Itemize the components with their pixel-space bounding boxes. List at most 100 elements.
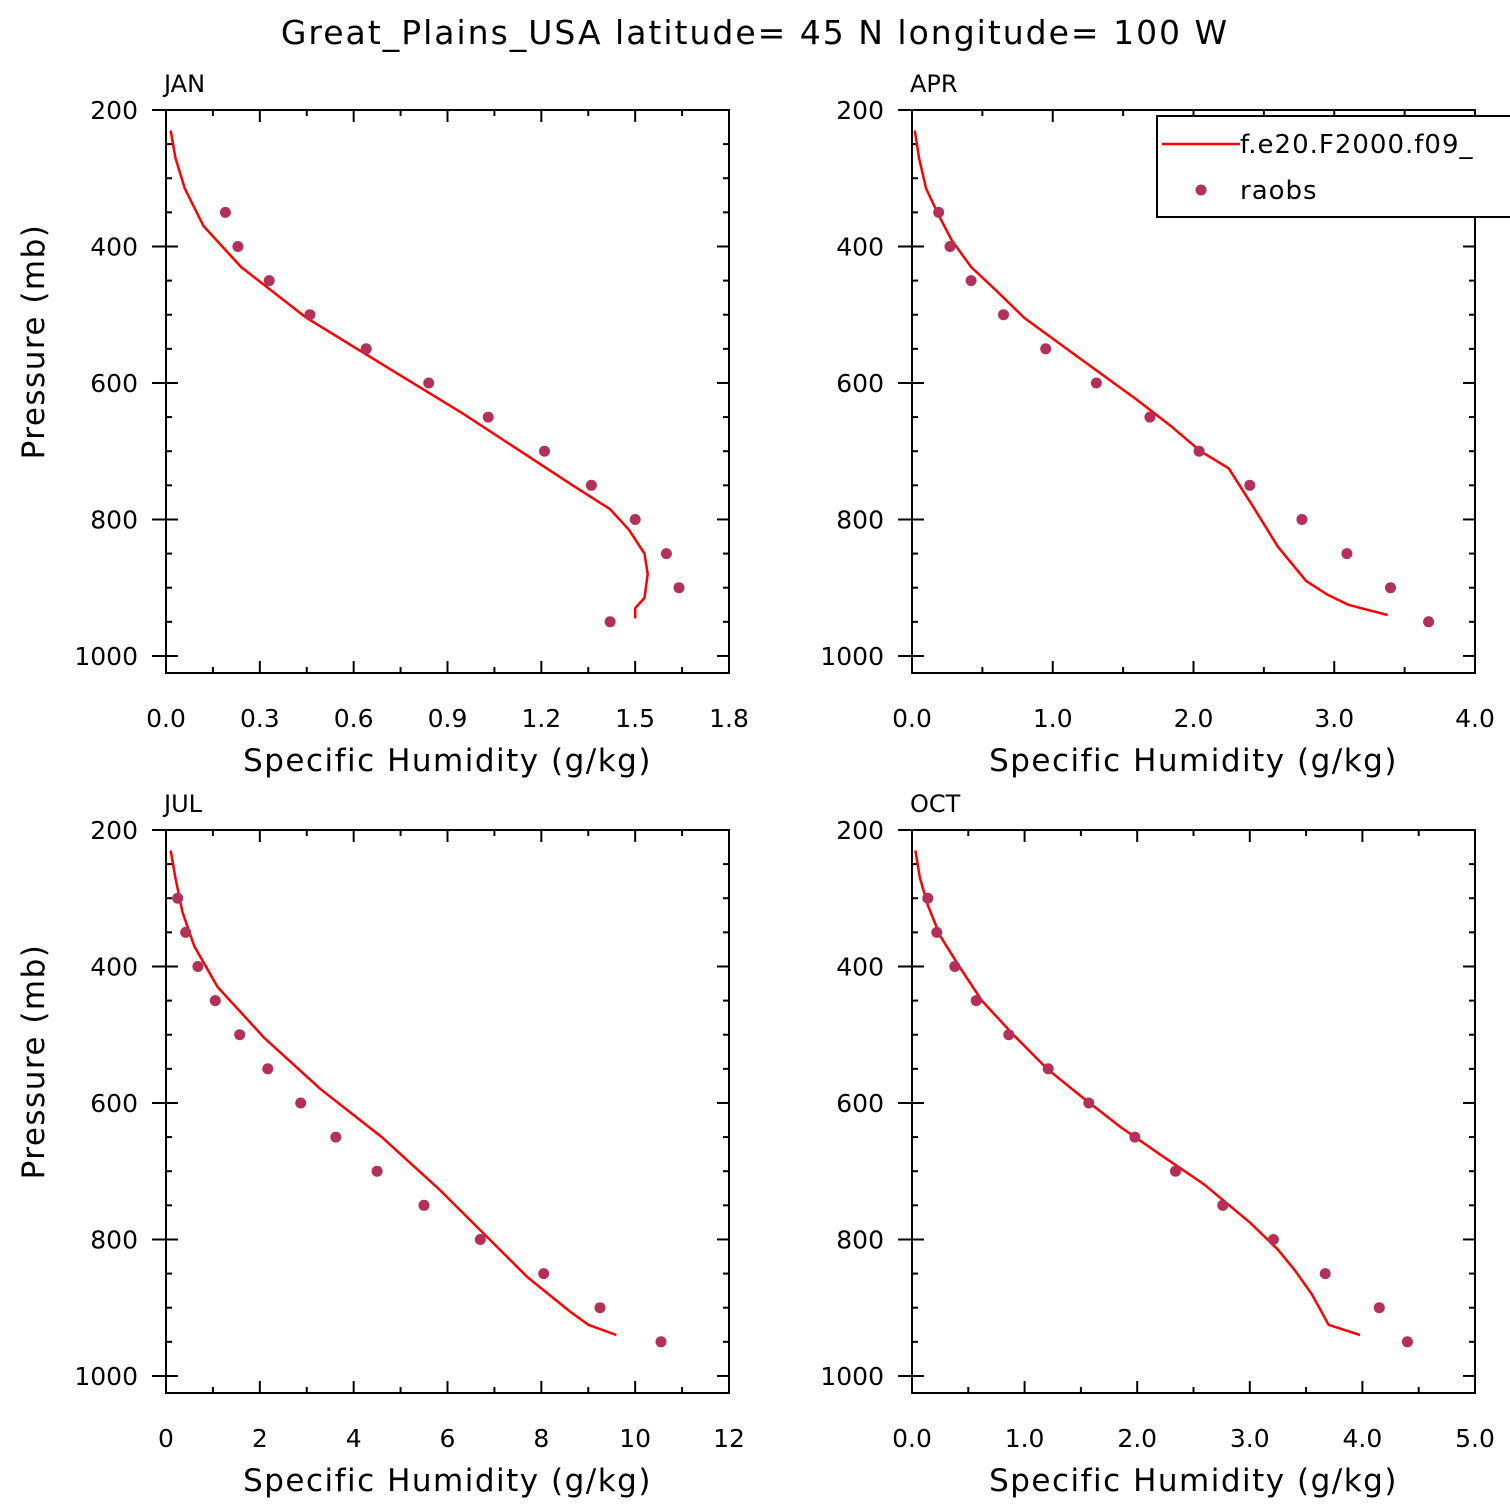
y-tick-label: 800 — [90, 505, 138, 534]
y-tick-label: 600 — [836, 369, 884, 398]
data-point — [1296, 514, 1308, 525]
data-point — [180, 926, 192, 938]
panel-label: JUL — [162, 790, 203, 818]
y-tick-label: 200 — [836, 96, 884, 125]
x-tick-label: 1.0 — [1033, 704, 1073, 733]
data-point — [192, 961, 204, 972]
x-tick-label: 4.0 — [1343, 1424, 1383, 1453]
data-point — [423, 377, 435, 389]
x-tick-label: 2.0 — [1174, 704, 1214, 733]
series-line-model — [169, 850, 617, 1337]
data-point — [295, 1097, 307, 1109]
data-point — [655, 1336, 667, 1348]
legend-dot-swatch — [1195, 184, 1207, 196]
data-point — [1267, 1234, 1279, 1245]
x-tick-label: 0.0 — [892, 1424, 932, 1453]
x-tick-label: 4 — [346, 1424, 362, 1453]
x-axis-label: Specific Humidity (g/kg) — [243, 1463, 652, 1499]
panel-apr: APR 0.0 1.0 2.0 3.0 4.0 200 400 600 800 1000 Specif… — [820, 70, 1510, 779]
data-point — [1423, 616, 1435, 628]
data-point — [232, 241, 244, 252]
x-tick-label: 1.8 — [709, 704, 749, 733]
data-point — [482, 411, 494, 423]
data-point — [474, 1234, 486, 1245]
x-axis-label: Specific Humidity (g/kg) — [989, 743, 1398, 779]
x-tick-label: 8 — [533, 1424, 549, 1453]
data-point — [998, 309, 1009, 321]
y-tick-label: 600 — [90, 1089, 138, 1118]
series-points-raobs — [933, 206, 1435, 628]
data-point — [933, 206, 945, 218]
data-point — [234, 1029, 246, 1041]
y-axis-label: Pressure (mb) — [16, 944, 52, 1180]
data-point — [209, 995, 221, 1007]
panel-label: APR — [910, 70, 958, 98]
x-axis-label: Specific Humidity (g/kg) — [989, 1463, 1398, 1499]
y-tick-label: 200 — [90, 96, 138, 125]
y-tick-label: 800 — [90, 1225, 138, 1254]
data-point — [263, 275, 275, 287]
axis-ticks: 0 2 4 6 8 10 12 200 400 600 800 1000 — [74, 816, 745, 1453]
plot-frame — [165, 829, 730, 1394]
x-tick-label: 1.5 — [615, 704, 655, 733]
data-point — [539, 445, 550, 457]
data-point — [944, 241, 956, 252]
x-tick-label: 0.0 — [892, 704, 932, 733]
data-point — [304, 309, 316, 321]
y-tick-label: 800 — [836, 505, 884, 534]
x-tick-label: 5.0 — [1455, 1424, 1495, 1453]
panel-jan: JAN 0.0 0.3 0.6 0.9 1.2 1.5 1.8 200 400 600 800 1000… — [16, 70, 749, 779]
y-tick-label: 400 — [90, 232, 138, 261]
legend-label-obs: raobs — [1240, 176, 1318, 206]
data-point — [262, 1063, 274, 1075]
series-points-raobs — [219, 206, 685, 628]
figure-title: Great_Plains_USA latitude= 45 N longitud… — [281, 13, 1229, 52]
y-tick-label: 400 — [836, 952, 884, 981]
y-tick-label: 400 — [836, 232, 884, 261]
x-tick-label: 0.9 — [428, 704, 468, 733]
data-point — [629, 514, 641, 525]
x-tick-label: 3.0 — [1314, 704, 1354, 733]
legend: f.e20.F2000.f09_raobs — [1156, 115, 1510, 218]
x-tick-label: 10 — [619, 1424, 651, 1453]
data-point — [1083, 1097, 1095, 1109]
data-point — [585, 479, 597, 491]
data-point — [219, 206, 231, 218]
data-point — [1170, 1165, 1181, 1177]
y-tick-label: 600 — [90, 369, 138, 398]
x-tick-label: 2.0 — [1117, 1424, 1157, 1453]
data-point — [371, 1165, 383, 1177]
data-point — [1193, 445, 1205, 457]
data-point — [172, 892, 184, 904]
data-point — [1144, 411, 1156, 423]
data-point — [1319, 1268, 1331, 1280]
x-tick-label: 12 — [713, 1424, 745, 1453]
x-tick-label: 1.0 — [1005, 1424, 1045, 1453]
data-point — [1373, 1302, 1385, 1314]
y-tick-label: 1000 — [74, 1362, 138, 1391]
data-point — [1401, 1336, 1413, 1348]
x-tick-label: 0.6 — [334, 704, 374, 733]
data-point — [970, 995, 982, 1007]
y-tick-label: 1000 — [820, 1362, 884, 1391]
data-point — [949, 961, 961, 972]
data-point — [360, 343, 372, 355]
plot-frame — [911, 829, 1476, 1394]
x-axis-label: Specific Humidity (g/kg) — [243, 743, 652, 779]
data-point — [673, 582, 685, 594]
series-line-model — [169, 130, 649, 619]
y-tick-label: 200 — [90, 816, 138, 845]
x-tick-label: 3.0 — [1230, 1424, 1270, 1453]
panel-label: OCT — [910, 790, 961, 818]
panel-oct: OCT 0.0 1.0 2.0 3.0 4.0 5.0 200 400 600 800 1000 Spe… — [820, 790, 1495, 1499]
x-tick-label: 0.3 — [240, 704, 280, 733]
legend-label-model: f.e20.F2000.f09_ — [1240, 130, 1474, 160]
data-point — [594, 1302, 606, 1314]
panel-label: JAN — [162, 70, 205, 98]
series-line-model — [914, 850, 1361, 1337]
x-tick-label: 0.0 — [146, 704, 186, 733]
x-tick-label: 2 — [252, 1424, 268, 1453]
